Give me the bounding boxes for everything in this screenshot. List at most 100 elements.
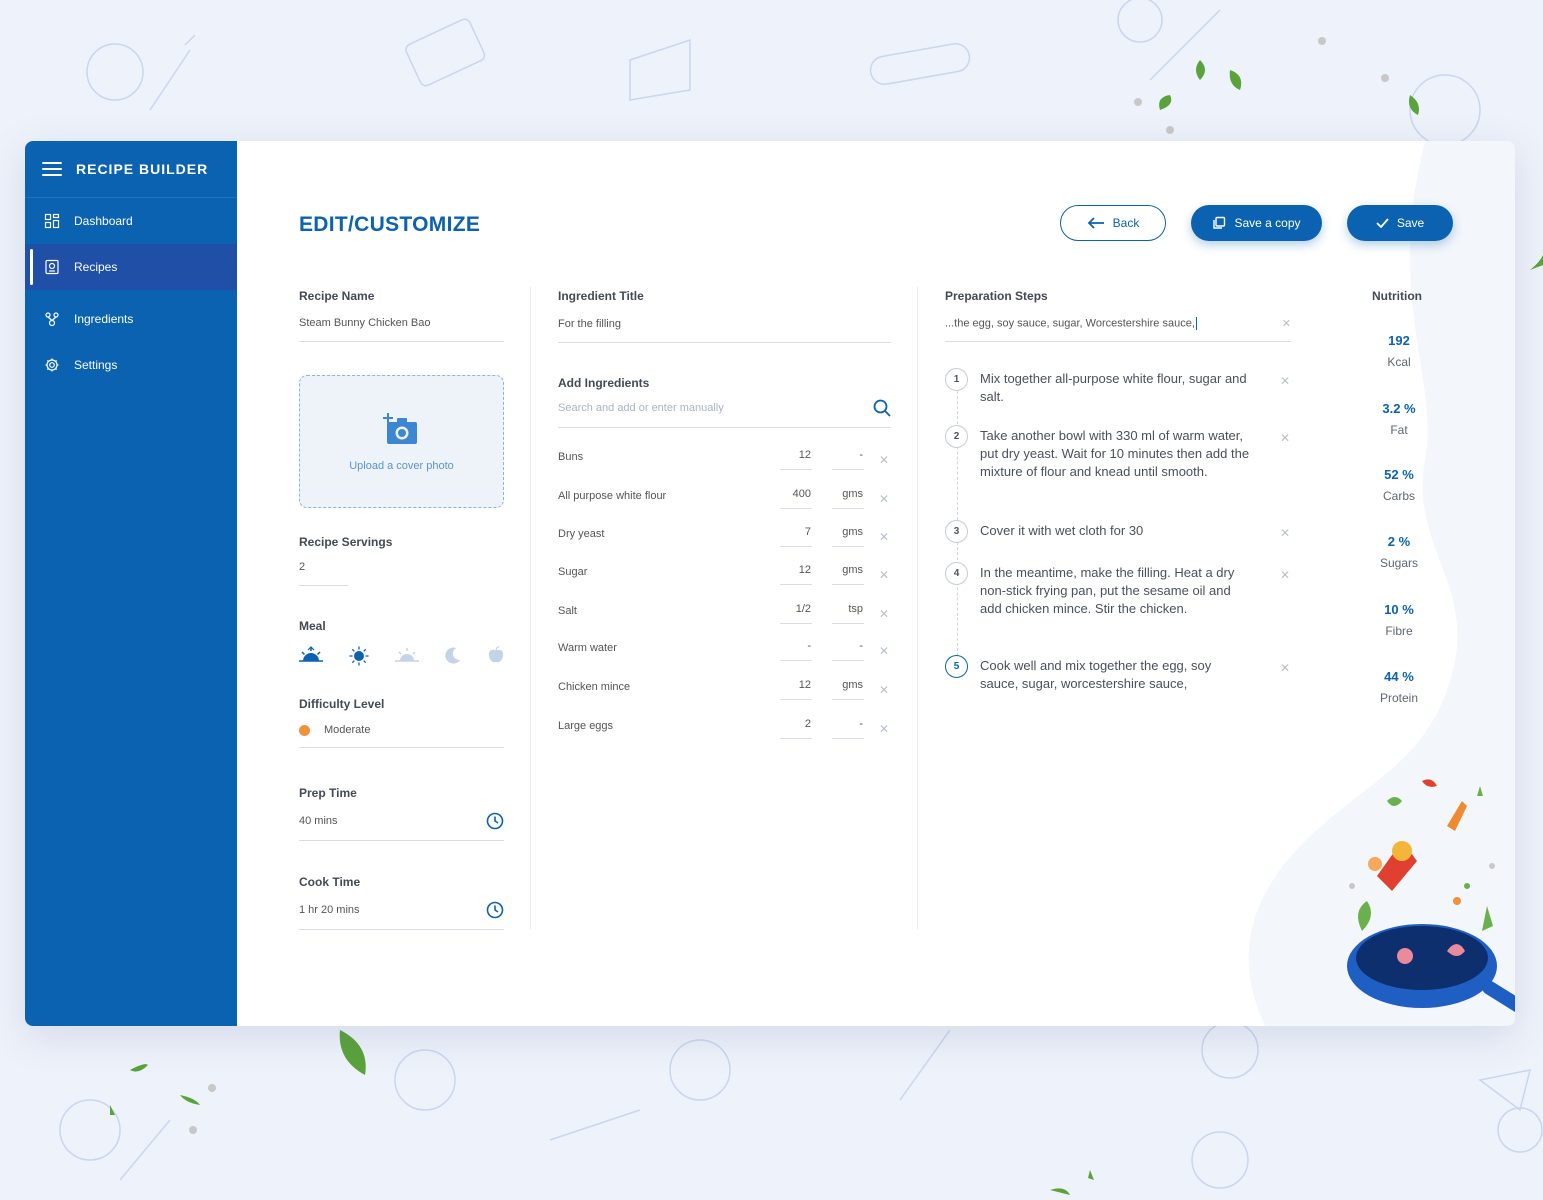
cook-time-field[interactable]: 1 hr 20 mins: [299, 901, 504, 930]
ingredient-unit-input[interactable]: gms: [832, 526, 864, 547]
remove-icon[interactable]: ✕: [879, 607, 890, 621]
remove-icon[interactable]: ✕: [879, 492, 890, 506]
servings-field[interactable]: 2: [299, 561, 348, 586]
remove-icon[interactable]: ✕: [879, 644, 890, 658]
back-button[interactable]: Back: [1060, 205, 1166, 241]
recipe-name-field[interactable]: Steam Bunny Chicken Bao: [299, 317, 504, 342]
nutrition-item-protein: 44 % Protein: [1359, 669, 1439, 705]
clock-icon: [486, 901, 504, 919]
lunch-icon[interactable]: [349, 646, 369, 666]
ingredient-qty-input[interactable]: 1/2: [780, 603, 812, 624]
step-input[interactable]: ...the egg, soy sauce, sugar, Worcesters…: [945, 317, 1291, 342]
check-icon: [1376, 218, 1389, 228]
difficulty-selector[interactable]: Moderate: [299, 724, 504, 748]
ingredient-qty-input[interactable]: -: [780, 640, 812, 661]
ingredient-search-input[interactable]: [558, 402, 838, 414]
gear-icon: [44, 357, 60, 373]
remove-icon[interactable]: ✕: [1280, 374, 1291, 388]
nutrition-label: Carbs: [1382, 489, 1415, 503]
cook-time-label: Cook Time: [299, 875, 361, 889]
step-number: 2: [945, 425, 968, 448]
nutrition-value: 52 %: [1384, 467, 1414, 482]
servings-label: Recipe Servings: [299, 535, 393, 549]
column-divider: [917, 287, 918, 929]
remove-icon[interactable]: ✕: [1280, 661, 1291, 675]
clear-icon[interactable]: ✕: [1281, 318, 1291, 330]
recipe-name-label: Recipe Name: [299, 289, 375, 303]
ingredient-row: Warm water - - ✕: [558, 640, 891, 668]
nutrition-label: Fat: [1390, 423, 1408, 437]
ingredient-name: Large eggs: [558, 720, 614, 732]
remove-icon[interactable]: ✕: [879, 683, 890, 697]
difficulty-label: Difficulty Level: [299, 697, 385, 711]
ingredient-unit-input[interactable]: -: [832, 640, 864, 661]
meal-selector: [299, 646, 504, 666]
step-number: 5: [945, 655, 968, 678]
remove-icon[interactable]: ✕: [879, 530, 890, 544]
ingredient-name: Buns: [558, 451, 584, 463]
ingredient-unit-input[interactable]: -: [832, 449, 864, 470]
ingredient-qty-input[interactable]: 12: [780, 679, 812, 700]
ingredient-unit-input[interactable]: gms: [832, 679, 864, 700]
ingredient-row: Buns 12 - ✕: [558, 449, 891, 477]
dinner-icon[interactable]: [444, 646, 462, 666]
ingredient-row: Salt 1/2 tsp ✕: [558, 603, 891, 631]
sidebar-item-label: Dashboard: [74, 214, 133, 228]
ingredient-qty-input[interactable]: 400: [780, 488, 812, 509]
ingredient-qty-input[interactable]: 12: [780, 564, 812, 585]
sidebar-item-settings[interactable]: Settings: [25, 342, 237, 388]
evening-icon[interactable]: [394, 646, 419, 666]
step-number: 1: [945, 368, 968, 391]
ingredient-row: Chicken mince 12 gms ✕: [558, 679, 891, 707]
nutrition-label: Sugars: [1379, 556, 1419, 570]
copy-icon: [1213, 216, 1226, 229]
nutrition-value: 2 %: [1387, 534, 1411, 549]
remove-icon[interactable]: ✕: [1280, 526, 1291, 540]
ingredient-qty-input[interactable]: 12: [780, 449, 812, 470]
ingredient-qty-input[interactable]: 7: [780, 526, 812, 547]
nutrition-value: 10 %: [1384, 602, 1414, 617]
prep-time-field[interactable]: 40 mins: [299, 812, 504, 841]
nutrition-value: 192: [1388, 333, 1410, 348]
sidebar-item-ingredients[interactable]: Ingredients: [25, 296, 237, 342]
text-caret: [1195, 317, 1197, 330]
ingredient-unit-input[interactable]: gms: [832, 488, 864, 509]
ingredient-row: Dry yeast 7 gms ✕: [558, 526, 891, 554]
back-button-label: Back: [1112, 216, 1140, 230]
step-text[interactable]: Cook well and mix together the egg, soy …: [980, 658, 1212, 691]
main-content: EDIT/CUSTOMIZE Back Save a copy Save Rec…: [237, 141, 1515, 1026]
remove-icon[interactable]: ✕: [1280, 568, 1291, 582]
step-text[interactable]: Mix together all-purpose white flour, su…: [980, 371, 1247, 404]
ingredient-row: Large eggs 2 - ✕: [558, 718, 891, 746]
search-icon[interactable]: [873, 399, 891, 417]
ingredient-qty-input[interactable]: 2: [780, 718, 812, 739]
snack-icon[interactable]: [488, 646, 504, 666]
remove-icon[interactable]: ✕: [1280, 431, 1291, 445]
breakfast-icon[interactable]: [299, 646, 323, 666]
add-ingredients-label: Add Ingredients: [558, 376, 650, 390]
sidebar-item-recipes[interactable]: Recipes: [25, 244, 237, 290]
save-button[interactable]: Save: [1347, 205, 1453, 241]
ingredient-unit-input[interactable]: -: [832, 718, 864, 739]
step-text[interactable]: Cover it with wet cloth for 30: [980, 523, 1144, 538]
column-divider: [530, 287, 531, 929]
ingredient-unit-input[interactable]: gms: [832, 564, 864, 585]
step-text[interactable]: In the meantime, make the filling. Heat …: [980, 565, 1235, 616]
remove-icon[interactable]: ✕: [879, 453, 890, 467]
save-copy-button[interactable]: Save a copy: [1191, 205, 1322, 241]
grid-icon: [44, 213, 60, 229]
step-number: 3: [945, 520, 968, 543]
nutrition-background: [1248, 141, 1515, 1026]
remove-icon[interactable]: ✕: [879, 568, 890, 582]
cover-photo-upload[interactable]: Upload a cover photo: [299, 375, 504, 508]
ingredient-unit-input[interactable]: tsp: [832, 603, 864, 624]
ingredient-name: Salt: [558, 605, 577, 617]
nutrition-item-kcal: 192 Kcal: [1359, 333, 1439, 369]
nutrition-title: Nutrition: [1372, 289, 1422, 303]
step-text[interactable]: Take another bowl with 330 ml of warm wa…: [980, 428, 1250, 479]
nutrition-item-fibre: 10 % Fibre: [1359, 602, 1439, 638]
sidebar-item-dashboard[interactable]: Dashboard: [25, 198, 237, 244]
menu-icon[interactable]: [42, 162, 62, 176]
remove-icon[interactable]: ✕: [879, 722, 890, 736]
ingredient-title-field[interactable]: For the filling: [558, 318, 891, 343]
